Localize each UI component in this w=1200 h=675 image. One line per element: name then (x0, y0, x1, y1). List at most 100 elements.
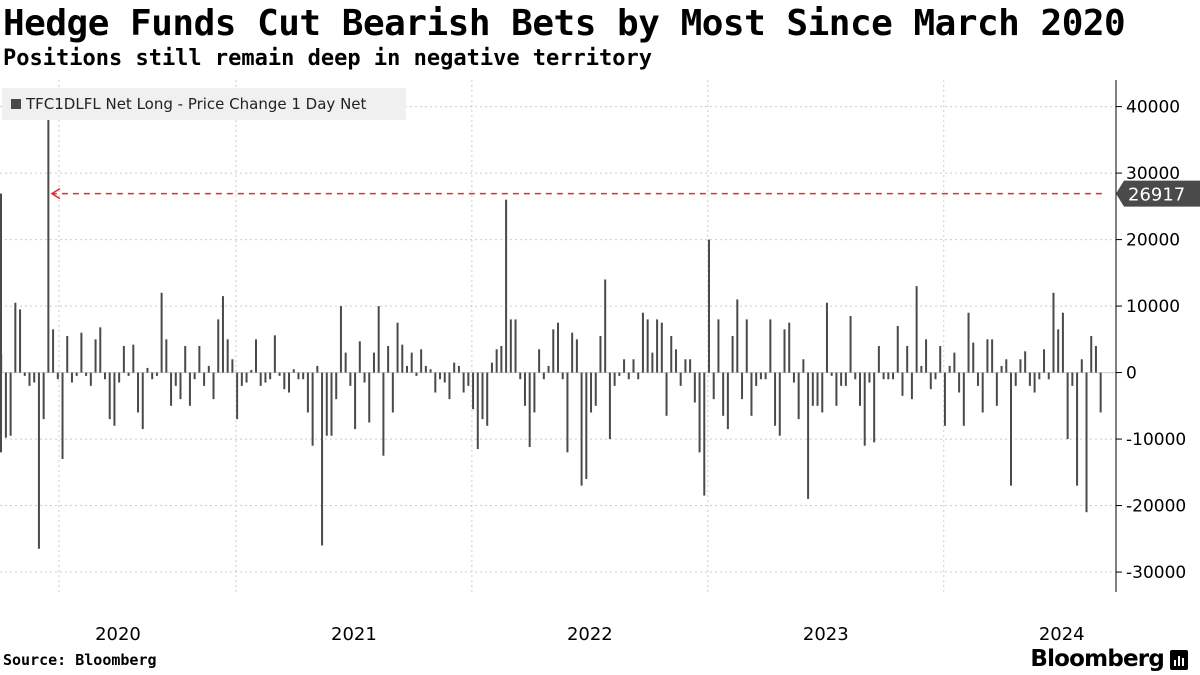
bar (929, 372, 932, 390)
bar (434, 372, 437, 393)
bar (37, 372, 40, 549)
bar (170, 372, 173, 406)
bloomberg-terminal-icon (1170, 650, 1188, 670)
bar (882, 372, 885, 380)
bar (835, 372, 838, 406)
bar (391, 372, 394, 413)
bar (132, 344, 135, 373)
bar (1094, 345, 1097, 373)
bar (420, 349, 423, 373)
y-tick-label: -30000 (1126, 563, 1186, 583)
bar (146, 367, 149, 373)
bar (514, 319, 517, 373)
bar (33, 372, 36, 383)
bar (976, 372, 979, 386)
bar (797, 372, 800, 420)
bar (1024, 351, 1027, 373)
bar (1080, 359, 1083, 373)
legend: TFC1DLFL Net Long - Price Change 1 Day N… (2, 88, 406, 120)
bar (495, 349, 498, 373)
bar (330, 372, 333, 436)
bar (61, 372, 64, 460)
bar (656, 319, 659, 373)
x-tick-label: 2024 (1039, 624, 1085, 645)
bar (1010, 372, 1013, 486)
bar (1014, 372, 1017, 386)
bar (1038, 372, 1041, 380)
y-tick-label: -20000 (1126, 497, 1186, 517)
bar (212, 372, 215, 400)
bar (896, 326, 899, 373)
bar (85, 372, 88, 376)
bar (736, 299, 739, 373)
bar (731, 336, 734, 373)
bar (1099, 372, 1102, 413)
bar (995, 372, 998, 406)
bar (575, 339, 578, 373)
bar (226, 339, 229, 373)
bar (693, 372, 696, 403)
chart-subtitle: Positions still remain deep in negative … (3, 46, 653, 71)
bar (4, 372, 7, 438)
bar (825, 302, 828, 373)
bar (288, 372, 291, 393)
bar (505, 199, 508, 373)
y-tick-label: -10000 (1126, 430, 1186, 450)
bar (184, 345, 187, 373)
bar (203, 372, 206, 386)
bar (1052, 292, 1055, 373)
bar (311, 372, 314, 446)
bar (217, 319, 220, 373)
bar (745, 319, 748, 373)
bar (160, 292, 163, 373)
bar (335, 372, 338, 400)
bar (821, 372, 824, 413)
bar (137, 372, 140, 413)
x-tick-label: 2020 (95, 624, 141, 645)
bar (538, 349, 541, 373)
bar (542, 372, 545, 380)
bar (231, 359, 234, 373)
bar (1043, 349, 1046, 373)
bar (623, 359, 626, 373)
brand-logo: Bloomberg (1030, 646, 1164, 672)
last-value-label: 26917 (1128, 185, 1185, 206)
bar (122, 345, 125, 373)
bar (1033, 372, 1036, 393)
bar (9, 372, 12, 436)
bar (349, 372, 352, 386)
bar (363, 372, 366, 383)
bar (89, 372, 92, 386)
bar (14, 302, 17, 373)
bar (566, 372, 569, 453)
bar (580, 372, 583, 486)
bar (981, 372, 984, 413)
bar (1071, 372, 1074, 386)
bar (816, 372, 819, 406)
bar (939, 345, 942, 373)
bar (892, 372, 895, 380)
bar (462, 372, 465, 393)
bar (1061, 312, 1064, 373)
bar (113, 372, 116, 426)
bar (75, 372, 78, 376)
bar (920, 365, 923, 373)
bar (859, 372, 862, 406)
bar (354, 372, 357, 430)
bar (632, 359, 635, 373)
bar (245, 372, 248, 383)
bar (783, 329, 786, 373)
bar (269, 372, 272, 380)
bar (627, 372, 630, 380)
bar (443, 372, 446, 383)
bar (316, 365, 319, 373)
bar (401, 344, 404, 373)
bar (453, 362, 456, 373)
bar (70, 372, 73, 383)
bar (646, 319, 649, 373)
bar (80, 332, 83, 373)
source-note: Source: Bloomberg (3, 651, 157, 669)
bar (1047, 372, 1050, 380)
bar (868, 372, 871, 383)
bar (533, 372, 536, 413)
